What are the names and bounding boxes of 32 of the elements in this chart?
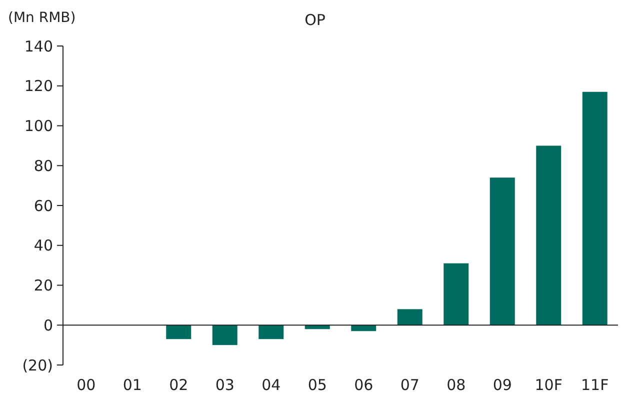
x-tick-label: 03 — [215, 376, 234, 394]
y-tick-label: (20) — [22, 356, 53, 374]
x-tick-label: 10F — [534, 376, 562, 394]
bar — [212, 325, 238, 346]
y-tick-label: 120 — [24, 77, 53, 96]
bar — [536, 146, 562, 326]
bar — [351, 325, 376, 332]
y-tick-label: 140 — [24, 37, 53, 56]
x-tick-label: 00 — [76, 376, 96, 394]
x-tick-label: 06 — [354, 376, 374, 394]
x-tick-label: 04 — [262, 376, 281, 394]
x-tick-label: 02 — [169, 376, 188, 394]
x-tick-label: 05 — [308, 376, 327, 394]
x-tick-label: 07 — [400, 376, 420, 394]
bar — [444, 263, 469, 326]
bar — [397, 309, 422, 326]
x-tick-label: 11F — [581, 376, 609, 394]
y-tick-label: 80 — [34, 156, 53, 175]
x-tick-label: 08 — [446, 376, 466, 394]
y-tick-label: 100 — [24, 117, 53, 135]
bar — [166, 325, 192, 340]
y-tick-label: 0 — [43, 316, 53, 334]
chart-title: OP — [304, 11, 326, 29]
y-tick-label: 60 — [34, 196, 53, 215]
x-tick-label: 01 — [122, 376, 142, 394]
y-tick-label: 40 — [34, 236, 53, 255]
x-tick-label: 09 — [492, 376, 512, 394]
bar — [258, 325, 284, 340]
y-tick-label: 20 — [34, 276, 53, 294]
bar — [582, 92, 608, 326]
bar — [490, 178, 515, 326]
y-axis-title: (Mn RMB) — [8, 10, 76, 26]
